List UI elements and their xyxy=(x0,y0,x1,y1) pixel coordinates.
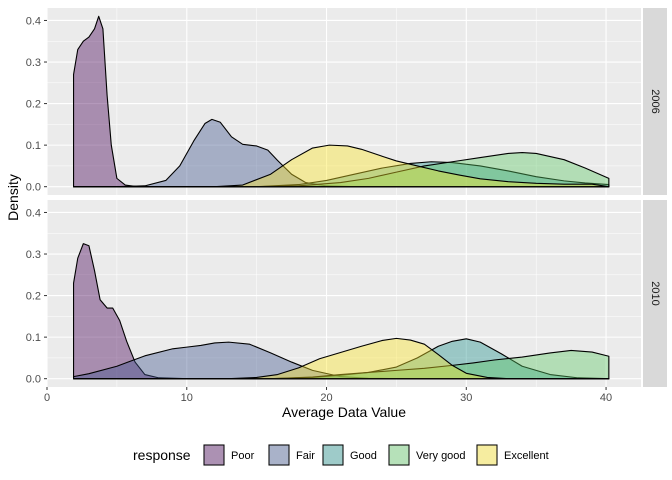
legend-key-swatch xyxy=(476,444,498,466)
density-area-good xyxy=(73,338,610,380)
x-tick-label: 40 xyxy=(600,392,612,404)
y-axis-title: Density xyxy=(5,174,21,221)
legend-key-swatch xyxy=(388,444,410,466)
x-tick-label: 0 xyxy=(44,392,50,404)
y-tick-label: 0.4 xyxy=(26,207,41,219)
density-area-poor xyxy=(73,243,610,380)
legend-key-background xyxy=(322,444,344,466)
density-area-good xyxy=(73,161,610,188)
panel-background xyxy=(47,8,641,195)
y-tick-label: 0.3 xyxy=(26,249,41,261)
facet-strip xyxy=(643,8,667,195)
x-tick-label: 20 xyxy=(320,392,332,404)
x-axis-title: Average Data Value xyxy=(282,404,406,420)
legend-label: Fair xyxy=(296,450,315,462)
legend-key-background xyxy=(388,444,410,466)
facet-strip-label: 2010 xyxy=(649,281,661,305)
legend-item-good: Good xyxy=(322,444,377,466)
density-area-fair xyxy=(73,118,610,188)
y-tick-label: 0.2 xyxy=(26,291,41,303)
y-tick-label: 0.4 xyxy=(26,15,41,27)
y-tick-label: 0.1 xyxy=(26,140,41,152)
facet-panel-2010: 2010 0.0 0.1 0.2 0.3 0.4 0 10 20 30 40 xyxy=(26,200,667,404)
legend-label: Poor xyxy=(231,450,255,462)
x-tick-label: 30 xyxy=(460,392,472,404)
y-tick-label: 0.3 xyxy=(26,57,41,69)
density-area-very-good xyxy=(73,349,610,380)
legend-item-poor: Poor xyxy=(203,444,255,466)
legend-key-background xyxy=(476,444,498,466)
y-tick-label: 0.0 xyxy=(26,374,41,386)
legend-label: Good xyxy=(350,450,377,462)
facet-strip-label: 2006 xyxy=(649,89,661,113)
legend-key-swatch xyxy=(268,444,290,466)
legend-key-background xyxy=(203,444,225,466)
legend-item-fair: Fair xyxy=(268,444,315,466)
legend-label: Very good xyxy=(416,450,466,462)
legend-key-background xyxy=(268,444,290,466)
y-tick-label: 0.1 xyxy=(26,332,41,344)
legend-key-swatch xyxy=(322,444,344,466)
y-tick-label: 0.2 xyxy=(26,99,41,111)
legend-item-excellent: Excellent xyxy=(476,444,549,466)
legend-key-swatch xyxy=(203,444,225,466)
facet-panel-2006: 2006 0.0 0.1 0.2 0.3 0.4 xyxy=(26,8,667,195)
legend: response Poor Fair Good Very good Excellent xyxy=(133,444,549,466)
facet-strip xyxy=(643,200,667,387)
legend-label: Excellent xyxy=(504,450,549,462)
density-area-excellent xyxy=(73,337,610,380)
legend-title: response xyxy=(133,447,191,463)
legend-item-very-good: Very good xyxy=(388,444,466,466)
density-area-excellent xyxy=(73,144,610,188)
y-tick-label: 0.0 xyxy=(26,182,41,194)
x-tick-label: 10 xyxy=(181,392,193,404)
